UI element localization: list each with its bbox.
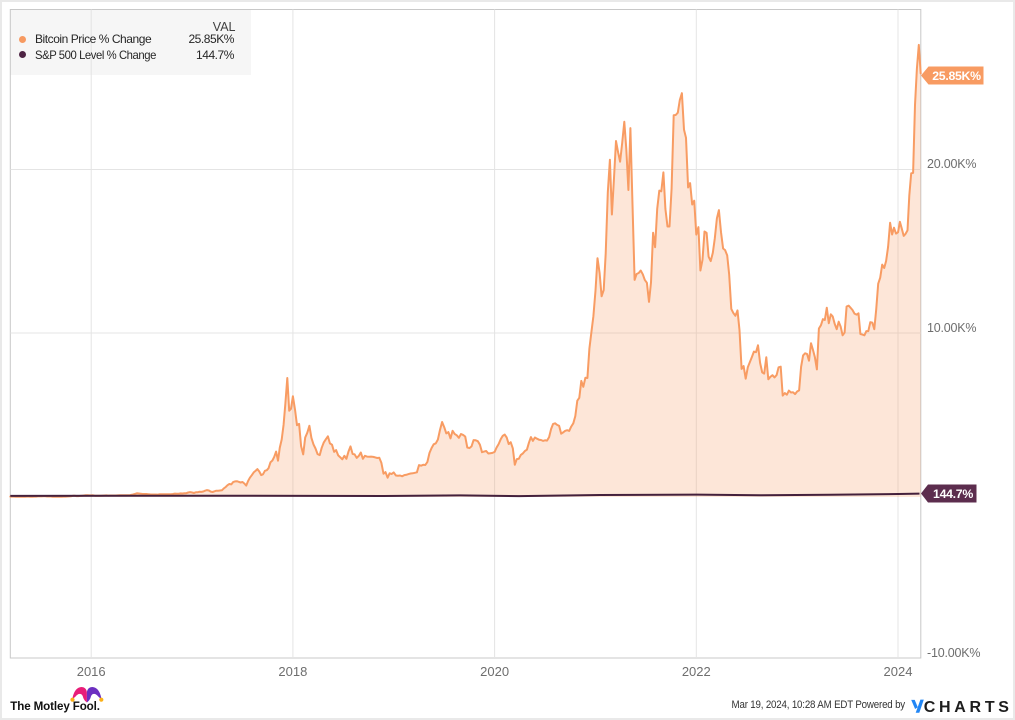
- svg-text:25.85K%: 25.85K%: [932, 69, 981, 83]
- svg-text:The Motley Fool.: The Motley Fool.: [10, 700, 100, 713]
- svg-text:CHARTS: CHARTS: [924, 699, 1012, 716]
- svg-text:144.7%: 144.7%: [933, 487, 973, 501]
